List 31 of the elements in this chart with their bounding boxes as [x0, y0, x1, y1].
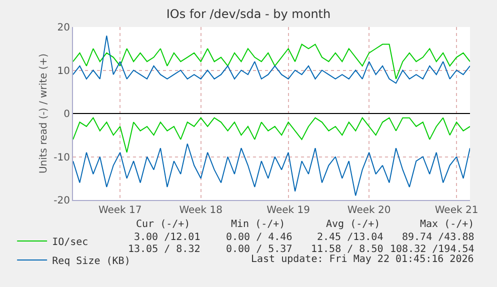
- y-tick-label: 0: [64, 109, 70, 120]
- line-series: [73, 117, 470, 153]
- text: 11.58 / 8.50: [311, 244, 384, 255]
- y-tick-label: -20: [54, 196, 70, 206]
- y-tick-label: 10: [57, 66, 70, 77]
- text: 3.00 /12.01: [134, 232, 200, 243]
- x-tick-label: Week 19: [266, 205, 310, 216]
- line-series: [73, 143, 470, 196]
- y-axis-title: Units read (-) / write (+): [38, 53, 50, 174]
- legend-label: IO/sec: [52, 236, 88, 248]
- text: Cur (-/+): [136, 219, 190, 230]
- line-series: [73, 35, 470, 84]
- x-tick-label: Week 20: [347, 205, 391, 216]
- text: Last update: Fri May 22 01:45:16 2026: [251, 254, 474, 265]
- chart-title: IOs for /dev/sda - by month: [166, 7, 331, 22]
- text: Max (-/+): [420, 219, 474, 230]
- x-tick-label: Week 21: [434, 205, 478, 216]
- x-tick-label: Week 18: [179, 205, 223, 216]
- text: Avg (-/+): [326, 219, 380, 230]
- line-series: [73, 44, 470, 80]
- text: Min (-/+): [231, 219, 286, 230]
- text: 0.00 / 4.46: [226, 232, 292, 243]
- text: 0.00 / 5.37: [226, 244, 292, 255]
- y-tick-label: -10: [54, 152, 70, 164]
- y-tick-label: 20: [57, 22, 70, 34]
- text: 89.74 /43.88: [402, 232, 474, 243]
- text: 108.32 /194.54: [390, 244, 474, 255]
- text: 2.45 /13.04: [317, 232, 384, 243]
- text: 13.05 / 8.32: [128, 244, 200, 255]
- legend-label: Req Size (KB): [52, 256, 130, 267]
- x-tick-label: Week 17: [98, 205, 142, 216]
